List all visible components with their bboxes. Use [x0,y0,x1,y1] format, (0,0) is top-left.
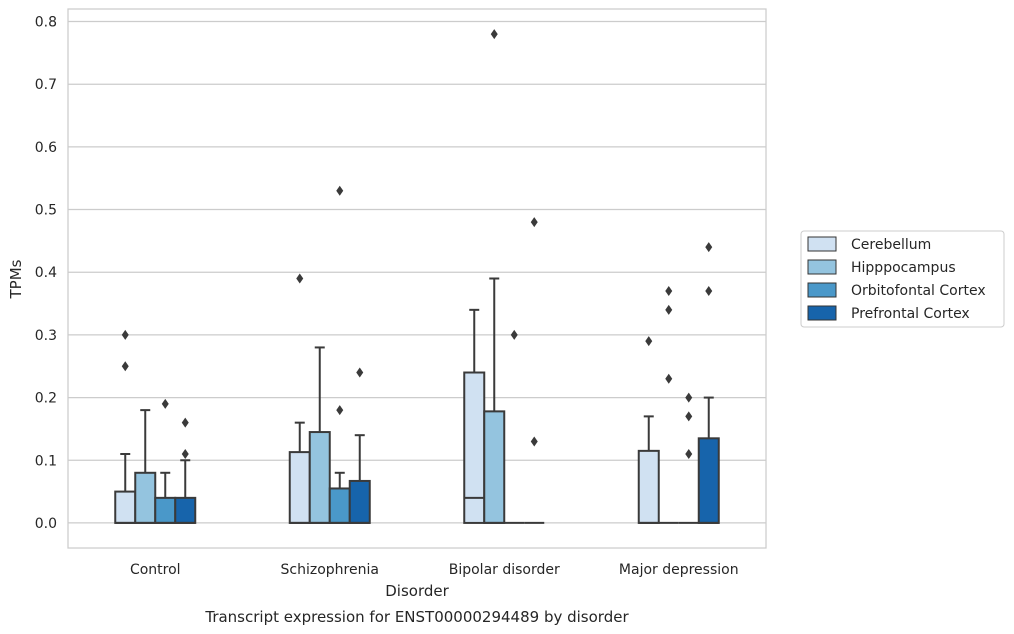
y-tick-label: 0.2 [35,391,57,407]
box-body [308,431,331,524]
box-body [174,496,197,524]
gridlines [68,20,766,524]
legend-label: Prefrontal Cortex [851,306,970,322]
outlier-point [665,286,673,297]
box-body [114,490,137,524]
outlier-point [685,448,693,459]
y-tick-label: 0.7 [35,77,57,93]
x-tick-label: Control [130,562,181,578]
y-axis-ticks: 0.0 0.1 0.2 0.3 0.4 0.5 0.6 0.7 0.8 [35,15,57,532]
outlier-point [510,329,518,340]
outlier-point [685,392,693,403]
y-tick-label: 0.0 [35,516,57,532]
box-control-orbitofontal-cortex [154,398,177,524]
outlier-point [665,304,673,315]
outlier-point [121,361,129,372]
outlier-point [705,242,713,253]
outlier-point [530,436,538,447]
outlier-point [121,329,129,340]
box-body [697,437,720,524]
y-tick-label: 0.6 [35,140,57,156]
outlier-point [336,185,344,196]
legend-frame [800,230,1005,328]
outlier-point [296,273,304,284]
box-major-depression-cerebellum [637,336,660,524]
outlier-point [665,373,673,384]
box-schizophrenia-prefrontal-cortex [348,367,371,524]
box-schizophrenia-cerebellum [288,273,311,524]
legend-swatch [807,259,837,275]
box-body [288,451,311,524]
box-body [483,410,506,524]
legend-swatch [807,305,837,321]
legend-swatch [807,282,837,298]
outlier-point [645,336,653,347]
box-bipolar-disorder-prefrontal-cortex [524,217,545,524]
chart-caption: Transcript expression for ENST0000029448… [204,608,629,626]
box-bipolar-disorder-cerebellum [463,308,486,524]
x-axis-label: Disorder [385,582,449,600]
boxes [114,29,720,524]
outlier-point [161,398,169,409]
outlier-point [181,417,189,428]
box-schizophrenia-orbitofontal-cortex [328,185,351,524]
x-tick-label: Major depression [619,562,739,578]
box-body [134,471,157,524]
outlier-point [530,217,538,228]
box-body [463,371,486,524]
box-control-hipppocampus [134,409,157,524]
box-bipolar-disorder-orbitofontal-cortex [504,329,525,524]
y-tick-label: 0.1 [35,453,57,469]
plot-area-frame [67,8,767,549]
legend-label: Orbitofontal Cortex [851,283,986,299]
outlier-point [356,367,364,378]
box-schizophrenia-hipppocampus [308,346,331,524]
box-control-cerebellum [114,329,137,524]
outlier-point [490,29,498,40]
legend: Cerebellum Hipppocampus Orbitofontal Corte… [800,230,1005,328]
y-tick-label: 0.3 [35,328,57,344]
outlier-point [685,411,693,422]
legend-label: Hipppocampus [851,260,956,276]
y-tick-label: 0.5 [35,203,57,219]
box-major-depression-orbitofontal-cortex [678,392,699,524]
box-bipolar-disorder-hipppocampus [483,29,506,524]
x-tick-label: Bipolar disorder [449,562,560,578]
x-axis-ticks: Control Schizophrenia Bipolar disorder Majo… [130,562,739,578]
box-major-depression-prefrontal-cortex [697,242,720,524]
y-axis-label: TPMs [7,259,25,299]
legend-label: Cerebellum [851,237,931,253]
outlier-point [705,286,713,297]
box-control-prefrontal-cortex [174,417,197,524]
box-major-depression-hipppocampus [658,286,679,524]
y-tick-label: 0.8 [35,15,57,31]
y-tick-label: 0.4 [35,265,57,281]
box-body [348,479,371,524]
box-body [328,487,351,524]
box-body [637,449,660,524]
outlier-point [181,448,189,459]
x-tick-label: Schizophrenia [281,562,379,578]
box-body [154,496,177,524]
outlier-point [336,405,344,416]
legend-swatch [807,236,837,252]
